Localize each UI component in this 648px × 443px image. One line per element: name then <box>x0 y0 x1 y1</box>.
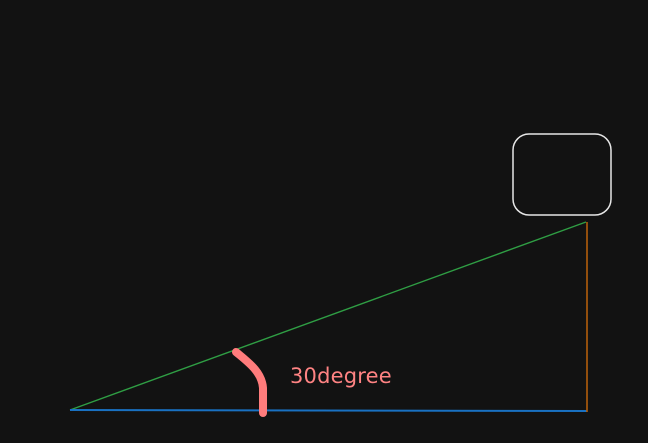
angle-label[interactable]: 30degree <box>290 364 392 388</box>
base-line[interactable] <box>69 409 588 412</box>
rounded-box[interactable] <box>512 133 612 216</box>
angle-arc[interactable] <box>232 348 267 417</box>
hypotenuse-line[interactable] <box>69 221 587 411</box>
